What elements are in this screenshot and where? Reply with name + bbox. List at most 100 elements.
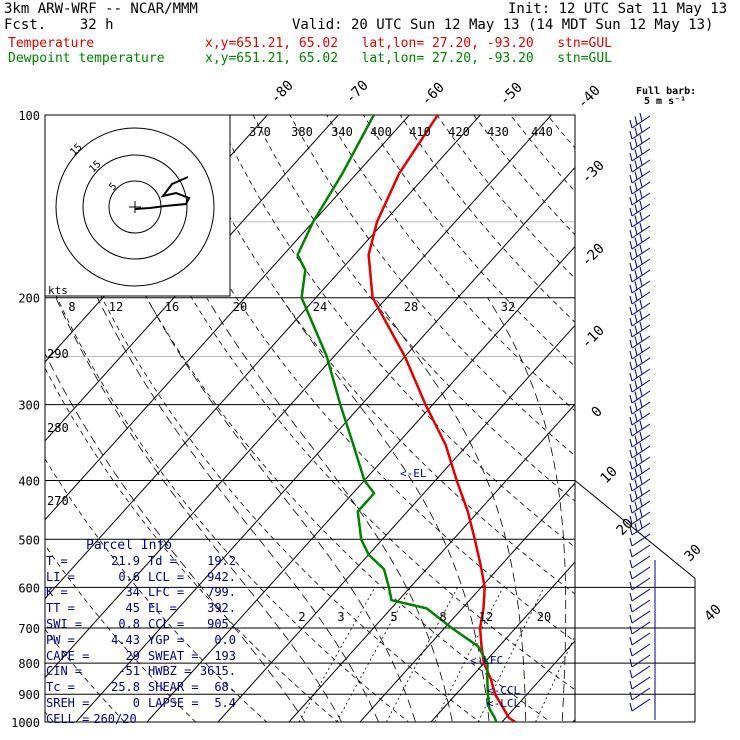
dry-adiabat xyxy=(69,115,552,722)
parcel-key: YGP = xyxy=(148,632,185,647)
wind-barb xyxy=(629,464,651,481)
pressure-label-100: 100 xyxy=(18,109,40,123)
parcel-value: 25.8 xyxy=(111,680,140,695)
wind-barb xyxy=(629,420,651,437)
wind-barb-shaft xyxy=(631,324,651,338)
parcel-row: Tc = 25.8 SHEAR = 68. xyxy=(46,680,236,696)
wind-barb-shaft xyxy=(631,269,651,283)
parcel-value: 905. xyxy=(207,616,236,631)
wind-barb-flag xyxy=(639,497,643,507)
wind-barb-flag xyxy=(634,402,638,411)
dry-adiabat xyxy=(45,458,268,722)
dry-adiabat xyxy=(252,115,575,502)
wind-barb-shaft xyxy=(631,676,651,690)
valid-time: Valid: 20 UTC Sun 12 May 13 (14 MDT Sun … xyxy=(292,17,714,33)
wind-barb-flag xyxy=(639,365,643,375)
isotherm-label: -60 xyxy=(419,80,448,109)
wind-barb xyxy=(629,376,651,393)
moist-adiabat xyxy=(280,297,490,722)
wind-barb xyxy=(629,134,651,151)
wind-barb xyxy=(629,222,651,239)
wind-barb xyxy=(629,475,651,492)
wind-barb-flag xyxy=(629,669,633,679)
parcel-value: 0 xyxy=(132,695,140,710)
wind-barb-flag xyxy=(639,354,643,364)
hodograph-trace xyxy=(134,176,191,210)
wind-barb-flag xyxy=(634,501,638,510)
wind-barb-shaft xyxy=(631,379,651,393)
wind-barb xyxy=(629,442,651,459)
isotherm-label: 40 xyxy=(702,602,725,625)
parcel-key: EL = xyxy=(148,601,177,616)
parcel-value: 68. xyxy=(214,680,236,695)
wind-barb-flag xyxy=(634,270,638,279)
parcel-value: 3615. xyxy=(199,664,236,679)
wind-barb-flag xyxy=(634,193,638,202)
wind-barb-flag xyxy=(629,647,633,657)
moist-adiabat xyxy=(55,297,343,722)
wind-barb-shaft xyxy=(631,192,651,206)
wind-barb xyxy=(629,200,651,217)
wind-barb xyxy=(629,599,651,613)
wind-barb-flag xyxy=(629,218,633,228)
ccl-marker: <-CCL xyxy=(487,684,520,697)
wind-barb xyxy=(629,321,651,338)
wind-barb xyxy=(629,643,651,657)
wind-barb-shaft xyxy=(631,401,651,415)
wind-barb-flag xyxy=(634,369,638,378)
wind-barb-flag xyxy=(629,306,633,316)
wind-barb-shaft xyxy=(631,280,651,294)
wind-barb-flag xyxy=(629,383,633,393)
lfc-marker: <-LFC xyxy=(470,654,503,667)
mixing-label-top: 12 xyxy=(109,300,123,314)
wind-barb-shaft xyxy=(631,698,651,712)
parcel-key: SREH = xyxy=(46,695,90,710)
wind-barb-flag xyxy=(629,449,633,459)
wind-barb-flag xyxy=(634,446,638,455)
wind-barb-flag xyxy=(629,273,633,283)
mixing-label-top: 8 xyxy=(68,300,75,314)
moist-adiabat xyxy=(597,298,619,735)
wind-barb-shaft xyxy=(631,434,651,448)
theta-label: 370 xyxy=(249,125,271,139)
wind-barb-flag xyxy=(629,185,633,195)
wind-barb-flag xyxy=(634,336,638,345)
wind-barb-flag xyxy=(639,332,643,342)
wind-barb-flag xyxy=(634,424,638,433)
isotherm-label: -30 xyxy=(579,158,608,187)
hodograph-units: kts xyxy=(48,284,68,297)
parcel-key: SHEAR = xyxy=(148,680,199,695)
parcel-value: 799. xyxy=(207,585,236,600)
pressure-label-400: 400 xyxy=(18,474,40,488)
barb-legend: Full barb: xyxy=(636,86,696,97)
wind-barb-flag xyxy=(634,457,638,466)
wind-barb xyxy=(629,233,651,250)
wind-barb-shaft xyxy=(631,610,651,624)
isotherm xyxy=(146,245,575,722)
wind-barb-flag xyxy=(629,394,633,404)
wind-barb-shaft xyxy=(631,621,651,635)
wind-barb xyxy=(629,167,651,184)
wind-barb-flag xyxy=(629,559,633,569)
wind-barb-flag xyxy=(634,226,638,235)
wind-barb-shaft xyxy=(631,412,651,426)
wind-barb xyxy=(629,189,651,206)
wind-barb-shaft xyxy=(631,170,651,184)
pressure-label-700: 700 xyxy=(18,622,40,636)
wind-barb xyxy=(629,211,651,228)
wind-barb-shaft xyxy=(631,313,651,327)
wind-barb-flag xyxy=(639,376,643,386)
dry-adiabat xyxy=(45,367,339,722)
wind-barb xyxy=(629,566,651,580)
wind-barb-flag xyxy=(629,141,633,151)
wind-barb xyxy=(629,332,651,349)
dry-adiabat xyxy=(289,115,575,457)
wind-barb xyxy=(629,266,651,283)
theta-label: 380 xyxy=(291,125,313,139)
parcel-info-box: Parcel Info T = 21.9 Td = 19.2 LI = 0.6 LCL = 9… xyxy=(46,538,236,728)
wind-barb-flag xyxy=(634,259,638,268)
wind-barb-flag xyxy=(629,504,633,514)
parcel-key: CELL = xyxy=(46,711,90,726)
wind-barb xyxy=(629,112,651,129)
isotherm-label: 10 xyxy=(598,464,621,487)
